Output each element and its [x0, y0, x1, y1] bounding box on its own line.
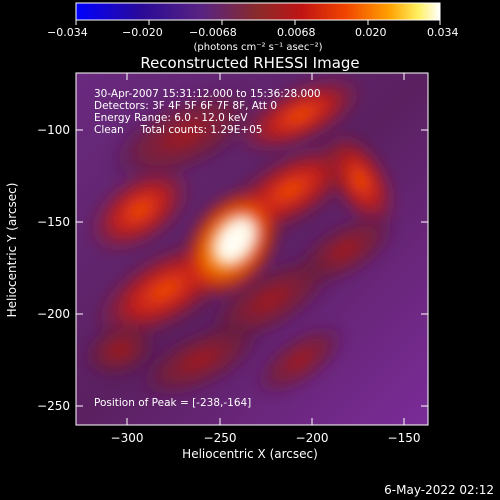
rhessi-image [76, 73, 428, 425]
colorbar-tick-label: −0.0068 [189, 26, 237, 39]
colorbar: −0.034 −0.020 −0.0068 0.0068 0.020 0.034… [47, 2, 459, 53]
colorbar-tick-label: 0.0068 [277, 26, 316, 39]
info-line-time: 30-Apr-2007 15:31:12.000 to 15:36:28.000 [94, 88, 321, 100]
colorbar-tick-label: −0.020 [122, 26, 163, 39]
x-axis-label: Heliocentric X (arcsec) [182, 447, 318, 461]
y-axis-label: Heliocentric Y (arcsec) [5, 183, 19, 318]
observation-info: 30-Apr-2007 15:31:12.000 to 15:36:28.000… [94, 88, 321, 136]
x-tick-label: −250 [204, 431, 237, 445]
y-tick-label: −100 [37, 123, 70, 137]
y-tick-label: −150 [37, 215, 70, 229]
info-line-detectors: Detectors: 3F 4F 5F 6F 7F 8F, Att 0 [94, 100, 277, 112]
x-axis [126, 73, 405, 425]
footer-date: 6-May-2022 02:12 [384, 483, 494, 497]
y-tick-label: −200 [37, 307, 70, 321]
x-tick-label: −300 [111, 431, 144, 445]
colorbar-strip [75, 2, 441, 21]
plot-frame [75, 72, 429, 426]
colorbar-units-label: (photons cm⁻² s⁻¹ asec⁻²) [193, 42, 322, 53]
x-tick-label: −150 [388, 431, 421, 445]
colorbar-tick-label: 0.034 [427, 26, 459, 39]
y-axis [76, 129, 428, 407]
colorbar-tick-label: −0.034 [47, 26, 88, 39]
x-tick-label: −200 [296, 431, 329, 445]
image-title: Reconstructed RHESSI Image [140, 54, 359, 72]
colorbar-tick-marks [75, 20, 441, 25]
peak-position-text: Position of Peak = [-238,-164] [94, 397, 251, 409]
colorbar-tick-label: 0.020 [355, 26, 387, 39]
info-line-counts: Clean Total counts: 1.29E+05 [94, 124, 263, 136]
info-line-energy: Energy Range: 6.0 - 12.0 keV [94, 112, 248, 124]
y-tick-label: −250 [37, 399, 70, 413]
